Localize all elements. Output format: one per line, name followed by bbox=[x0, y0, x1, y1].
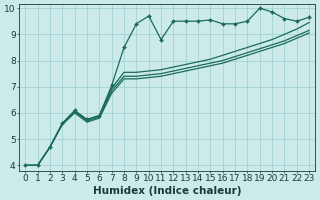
X-axis label: Humidex (Indice chaleur): Humidex (Indice chaleur) bbox=[93, 186, 242, 196]
